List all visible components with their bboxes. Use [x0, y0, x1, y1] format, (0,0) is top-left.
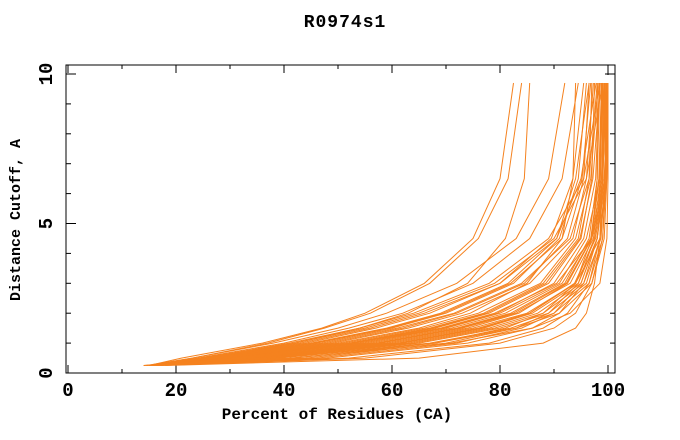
axis-ticks [66, 65, 615, 374]
model-curve [159, 82, 609, 366]
model-curve [148, 82, 597, 366]
model-curve [148, 82, 602, 366]
tick-label: 0 [36, 367, 58, 378]
model-curve [148, 82, 590, 366]
plot-frame [65, 64, 616, 374]
model-curve [154, 82, 605, 366]
model-curve [159, 82, 609, 366]
tick-label: 20 [165, 380, 188, 402]
model-curve [148, 82, 514, 366]
model-curve [148, 82, 592, 366]
model-curve [165, 82, 607, 366]
tick-label: 100 [591, 380, 625, 402]
x-axis-label: Percent of Residues (CA) [222, 406, 452, 424]
model-curve [143, 82, 605, 366]
model-curve [148, 82, 590, 366]
tick-label: 10 [36, 63, 58, 86]
tick-label: 5 [36, 218, 58, 229]
model-curve [154, 82, 599, 366]
chart-title: R0974s1 [304, 13, 387, 33]
tick-label: 60 [381, 380, 404, 402]
model-curve [148, 82, 585, 366]
model-curves [143, 82, 609, 366]
model-curve [148, 82, 579, 366]
y-axis-label: Distance Cutoff, A [8, 139, 25, 301]
model-curve [148, 82, 604, 366]
model-curve [154, 82, 608, 366]
tick-label: 0 [62, 380, 73, 402]
tick-label: 40 [273, 380, 296, 402]
model-curve [146, 82, 566, 366]
axis-tick-labels: 0 20 40 60 80 100 0 5 10 [36, 63, 625, 402]
tick-label: 80 [489, 380, 512, 402]
model-curve [148, 82, 594, 366]
model-curve [154, 82, 609, 366]
model-curve [148, 82, 606, 366]
